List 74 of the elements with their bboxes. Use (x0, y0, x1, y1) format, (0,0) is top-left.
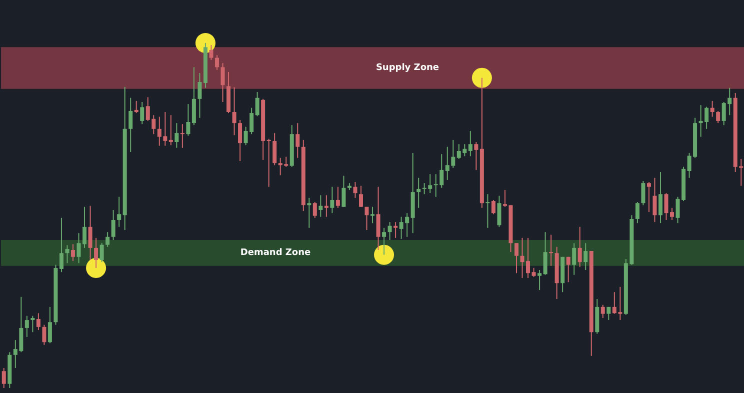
candlestick (111, 209, 116, 240)
candlestick (140, 101, 144, 125)
candlestick (94, 237, 98, 268)
candlestick (42, 324, 46, 346)
candlestick (342, 175, 346, 208)
candlestick (117, 196, 122, 228)
candlestick (670, 207, 674, 220)
candlestick (318, 194, 323, 218)
candlestick (168, 114, 173, 146)
candlestick (48, 306, 52, 344)
candlestick (88, 205, 92, 261)
candlestick (497, 195, 502, 228)
candlestick (635, 202, 640, 224)
candlestick (600, 304, 605, 318)
candlestick (353, 182, 358, 198)
candlestick (255, 91, 260, 117)
candlestick (209, 44, 214, 60)
candlestick (232, 86, 236, 136)
candlestick (214, 54, 219, 70)
candlestick (416, 177, 421, 208)
candlestick (36, 312, 40, 331)
candlestick (376, 186, 380, 250)
band-label: Demand Zone (240, 248, 311, 258)
candlestick (578, 226, 582, 268)
candlestick (312, 202, 317, 218)
candlestick (549, 234, 554, 266)
candlestick (370, 206, 374, 224)
band-label: Supply Zone (376, 63, 440, 74)
candlestick (198, 72, 202, 118)
candlestick (474, 142, 478, 170)
candlestick (59, 217, 64, 273)
candlestick (358, 185, 363, 208)
candlestick (2, 367, 6, 388)
candlestick (65, 244, 70, 264)
candlestick (468, 130, 472, 157)
candlestick (658, 172, 662, 224)
candlestick (710, 100, 714, 118)
candlestick (491, 199, 496, 215)
candlestick (186, 104, 190, 136)
candlestick (652, 177, 657, 223)
candlestick (70, 244, 75, 262)
candlestick (538, 270, 542, 291)
candlestick (336, 186, 340, 208)
candlestick (566, 256, 570, 283)
candlestick (584, 242, 588, 271)
candlestick (30, 315, 35, 333)
candlestick (307, 197, 312, 228)
candlestick (388, 222, 392, 240)
candlestick (646, 182, 651, 213)
candlestick (364, 206, 369, 230)
candlestick (296, 122, 300, 158)
candlestick (641, 180, 646, 206)
candlestick (220, 62, 225, 102)
candlestick (174, 122, 179, 148)
candlestick (543, 232, 548, 276)
candlestick (266, 138, 271, 188)
candlestick (514, 242, 518, 274)
candlestick (382, 227, 386, 256)
candlestick (486, 194, 490, 228)
candlestick (664, 192, 668, 220)
candlestick (106, 232, 110, 248)
candlestick (394, 222, 398, 238)
candlestick (716, 110, 720, 124)
candlestick (330, 186, 334, 214)
candlestick (572, 242, 576, 276)
candlestick (272, 132, 277, 166)
candlestick (134, 100, 138, 114)
candlestick (324, 194, 328, 218)
candlestick (238, 119, 242, 162)
candlestick (128, 97, 133, 153)
candlestick (606, 306, 611, 321)
candlestick (24, 315, 29, 338)
candlestick (100, 242, 104, 263)
candlestick (180, 124, 184, 148)
